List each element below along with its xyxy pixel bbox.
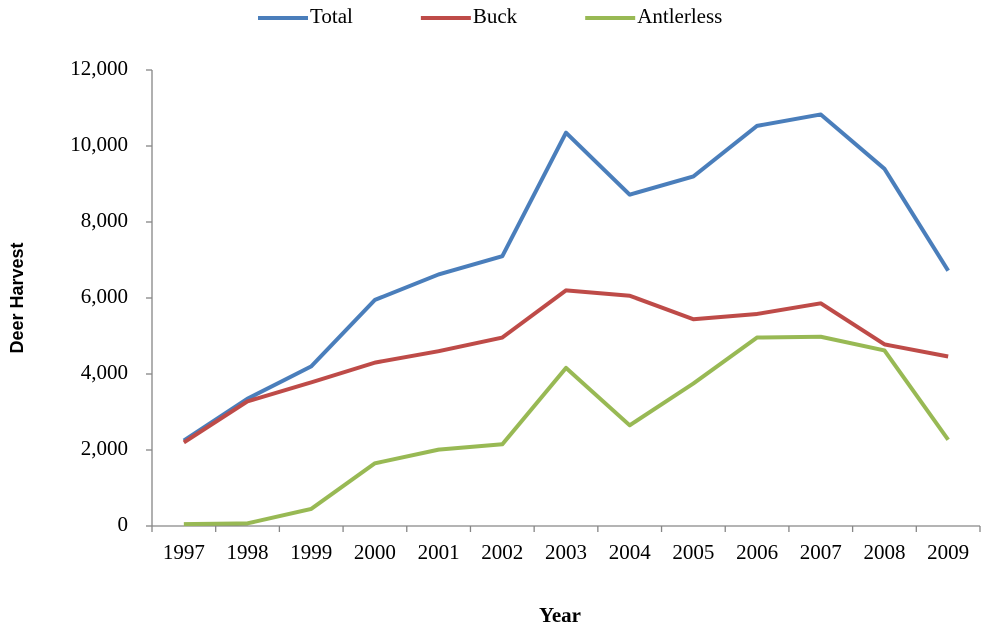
y-tick-label: 12,000 [70, 56, 128, 80]
x-tick-label: 2003 [545, 540, 587, 564]
x-tick-label: 1997 [163, 540, 205, 564]
x-tick-label: 2007 [800, 540, 842, 564]
x-tick-label: 2009 [927, 540, 969, 564]
x-tick-label: 2008 [863, 540, 905, 564]
x-tick-label: 2002 [481, 540, 523, 564]
x-tick-label: 2005 [672, 540, 714, 564]
x-tick-label: 2000 [354, 540, 396, 564]
y-tick-label: 0 [118, 512, 129, 536]
x-axis-label: Year [539, 603, 581, 627]
x-tick-label: 2004 [609, 540, 652, 564]
x-tick-label: 2006 [736, 540, 778, 564]
y-tick-label: 2,000 [81, 436, 128, 460]
y-tick-label: 8,000 [81, 208, 128, 232]
series-line [183, 334, 950, 527]
x-tick-label: 2001 [418, 540, 460, 564]
legend-label: Total [310, 4, 353, 28]
legend-label: Antlerless [637, 4, 722, 28]
y-tick-label: 4,000 [81, 360, 128, 384]
x-tick-label: 1998 [227, 540, 269, 564]
y-tick-label: 10,000 [70, 132, 128, 156]
series-line [182, 288, 949, 445]
legend-label: Buck [473, 4, 518, 28]
x-tick-label: 1999 [290, 540, 332, 564]
series-line [182, 112, 950, 443]
y-axis-label: Deer Harvest [7, 242, 27, 353]
y-tick-label: 6,000 [81, 284, 128, 308]
